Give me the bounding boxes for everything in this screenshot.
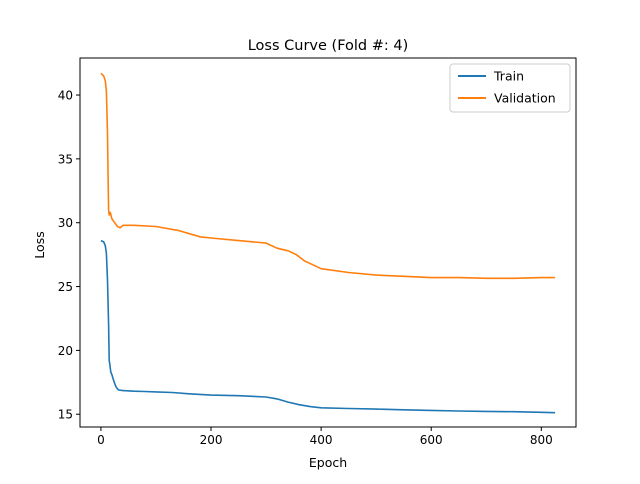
legend-label-validation: Validation — [494, 91, 556, 106]
legend: Train Validation — [449, 63, 571, 113]
y-axis-label: Loss — [32, 231, 47, 258]
x-tick-label: 0 — [97, 433, 105, 447]
y-tick-label: 25 — [58, 280, 73, 294]
legend-label-train: Train — [493, 69, 524, 84]
y-tick-label: 30 — [58, 216, 73, 230]
y-tick-label: 35 — [58, 152, 73, 166]
series-line-train — [100, 239, 556, 414]
x-tick-label: 200 — [200, 433, 223, 447]
x-tick-label: 800 — [530, 433, 553, 447]
y-tick-label: 20 — [58, 344, 73, 358]
series-line-validation — [100, 72, 556, 280]
x-tick-label: 400 — [310, 433, 333, 447]
chart-title: Loss Curve (Fold #: 4) — [248, 38, 409, 54]
y-tick-label: 15 — [58, 408, 73, 422]
axes-frame — [79, 57, 577, 428]
y-tick-label: 40 — [58, 89, 73, 103]
x-tick-label: 600 — [420, 433, 443, 447]
axis-ticks: 0 200 400 600 800 15 20 25 30 35 40 — [58, 89, 553, 447]
plot-series — [100, 72, 556, 414]
x-axis-label: Epoch — [309, 455, 347, 470]
